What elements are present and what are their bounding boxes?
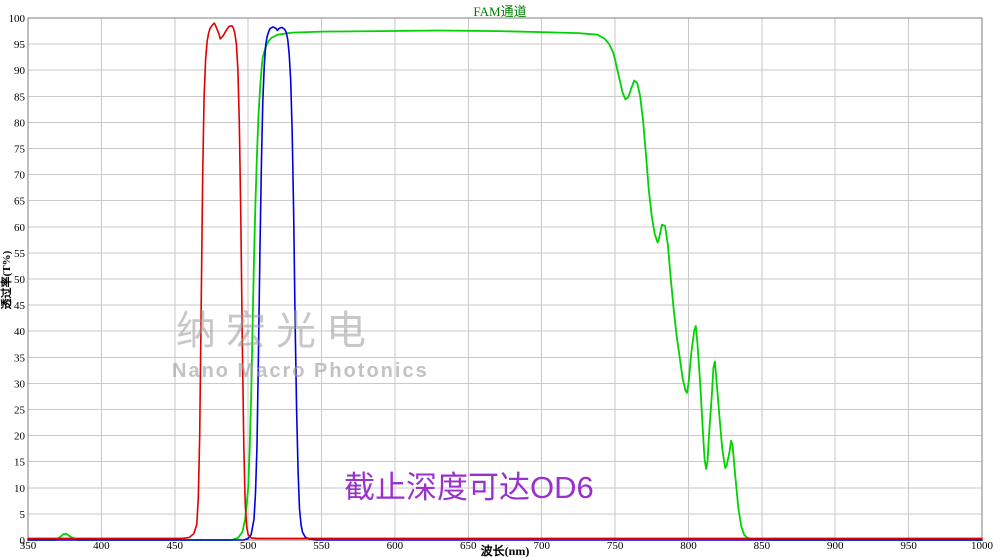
svg-text:70: 70 [14,170,26,182]
svg-text:35: 35 [14,352,26,364]
svg-text:800: 800 [680,540,697,552]
svg-text:85: 85 [14,91,26,103]
svg-text:50: 50 [14,274,26,286]
svg-text:45: 45 [14,300,26,312]
svg-text:10: 10 [14,483,26,495]
svg-text:90: 90 [14,65,26,77]
svg-text:55: 55 [14,248,26,260]
svg-text:450: 450 [167,540,184,552]
svg-text:40: 40 [14,326,26,338]
svg-text:350: 350 [20,540,37,552]
red-excitation-filter-curve [27,22,983,540]
svg-text:550: 550 [313,540,330,552]
y-axis-label: 透过率(T%) [1,250,13,310]
svg-text:0: 0 [20,535,26,547]
svg-text:95: 95 [14,39,26,51]
chart-title: FAM通道 [473,4,527,19]
svg-text:850: 850 [754,540,771,552]
svg-text:750: 750 [607,540,624,552]
svg-text:950: 950 [900,540,917,552]
svg-text:650: 650 [460,540,477,552]
svg-text:100: 100 [9,13,26,25]
green-emission-filter-curve [27,29,983,541]
svg-text:25: 25 [14,405,26,417]
svg-text:1000: 1000 [971,540,994,552]
svg-text:400: 400 [93,540,110,552]
svg-text:5: 5 [20,509,26,521]
svg-text:700: 700 [533,540,550,552]
svg-text:20: 20 [14,431,26,443]
blue-bandpass-filter-curve [27,26,983,541]
svg-text:500: 500 [240,540,257,552]
svg-text:75: 75 [14,144,26,156]
svg-text:15: 15 [14,457,26,469]
svg-text:60: 60 [14,222,26,234]
svg-text:65: 65 [14,196,26,208]
x-axis-label: 波长(nm) [480,544,530,557]
svg-text:600: 600 [387,540,404,552]
svg-text:80: 80 [14,117,26,129]
svg-text:900: 900 [827,540,844,552]
svg-text:30: 30 [14,378,26,390]
